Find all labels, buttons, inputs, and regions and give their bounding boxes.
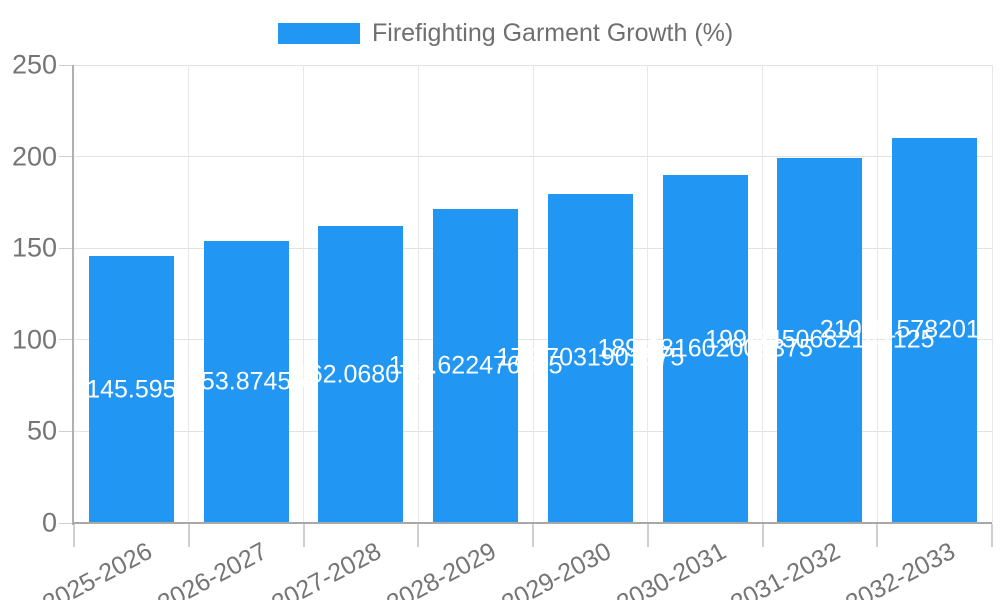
gridline-vertical <box>876 65 878 523</box>
gridline-vertical <box>647 65 649 523</box>
bar[interactable] <box>892 137 978 523</box>
x-axis-tick <box>761 524 764 547</box>
bar-value-label: 189.881602009375 <box>597 334 813 363</box>
bar[interactable] <box>662 175 748 523</box>
y-axis-line <box>71 65 74 525</box>
bar-value-label: 199.4450682142125 <box>705 325 935 354</box>
y-axis-label: 0 <box>41 507 57 538</box>
bar[interactable] <box>547 193 633 523</box>
gridline-vertical <box>417 65 419 523</box>
bar[interactable] <box>433 208 519 523</box>
y-axis-tick <box>59 339 72 341</box>
x-axis-label: 2027-2028 <box>267 537 387 600</box>
x-axis-tick <box>187 524 190 547</box>
gridline-vertical <box>762 65 763 523</box>
gridline-vertical <box>991 65 993 523</box>
x-axis-label: 2026-2027 <box>152 537 272 600</box>
x-axis-tick <box>73 524 75 547</box>
x-axis-tick <box>302 524 305 547</box>
y-axis-tick <box>59 522 72 524</box>
gridline-vertical <box>303 65 304 523</box>
chart-legend: Firefighting Garment Growth (%) <box>278 18 734 47</box>
bar-value-label: 153.87455 <box>187 367 306 396</box>
bar-value-label: 171.622476375 <box>388 351 563 380</box>
y-axis-tick <box>59 156 72 158</box>
x-axis-label: 2025-2026 <box>37 537 157 600</box>
y-axis-tick <box>59 430 72 432</box>
x-axis-label: 2028-2029 <box>382 537 501 600</box>
bar-value-label: 210.4157820128125 <box>819 315 1000 344</box>
x-axis-tick <box>876 524 879 547</box>
x-axis-tick <box>417 524 420 547</box>
x-axis-label: 2032-2033 <box>841 537 960 600</box>
bar[interactable] <box>777 157 863 523</box>
legend-label: Firefighting Garment Growth (%) <box>372 18 734 47</box>
x-axis-label: 2031-2032 <box>726 537 846 600</box>
bar[interactable] <box>203 241 289 523</box>
x-axis-tick <box>991 524 993 547</box>
y-axis-label: 250 <box>11 49 57 80</box>
bar-value-label: 179.7031901875 <box>496 343 685 372</box>
bar[interactable] <box>88 256 174 523</box>
y-axis-label: 200 <box>11 141 57 172</box>
bar-value-label: 145.595 <box>86 375 177 404</box>
gridline-vertical <box>532 65 534 523</box>
y-axis-tick <box>59 247 72 249</box>
x-axis-label: 2030-2031 <box>611 537 731 600</box>
bar-value-label: 162.068075 <box>294 360 427 389</box>
y-axis-label: 50 <box>26 415 57 446</box>
x-axis-tick <box>532 524 534 547</box>
y-axis-label: 100 <box>11 324 57 355</box>
x-axis-label: 2029-2030 <box>496 537 616 600</box>
y-axis-tick <box>59 64 72 66</box>
x-axis-tick <box>646 524 649 547</box>
bar[interactable] <box>318 226 404 523</box>
y-axis-label: 150 <box>11 232 57 263</box>
legend-swatch <box>278 22 360 44</box>
x-axis-baseline <box>71 522 992 524</box>
gridline-vertical <box>188 65 190 523</box>
